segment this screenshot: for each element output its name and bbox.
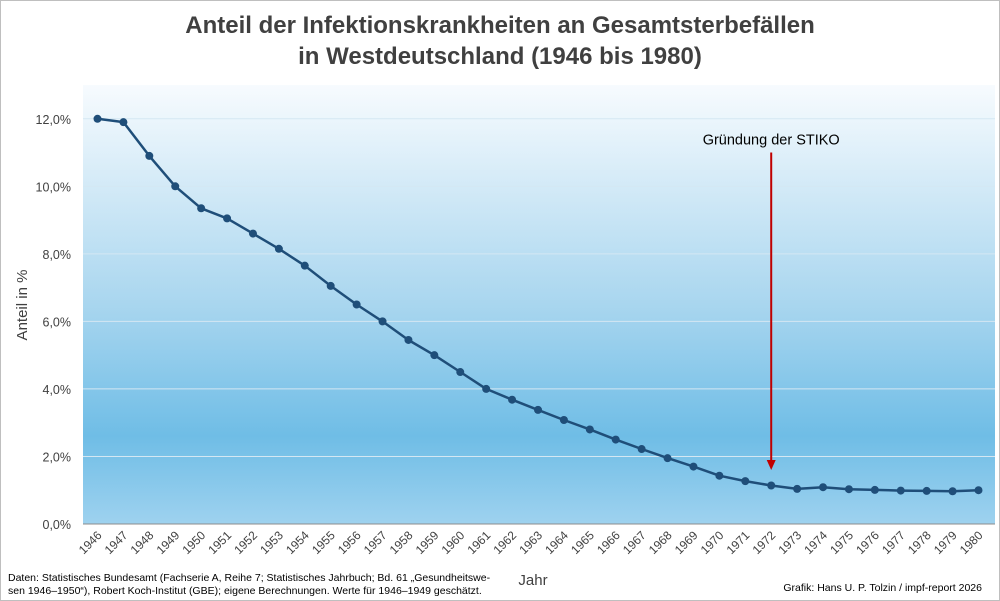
data-point bbox=[378, 317, 387, 326]
x-tick-label: 1979 bbox=[931, 528, 960, 557]
x-tick-label: 1968 bbox=[646, 528, 675, 557]
x-tick-label: 1961 bbox=[465, 528, 494, 557]
data-point bbox=[559, 415, 568, 424]
data-point bbox=[611, 435, 620, 444]
x-tick-label: 1963 bbox=[516, 528, 545, 557]
data-point bbox=[93, 114, 102, 123]
data-point bbox=[482, 384, 491, 393]
data-source-note: Daten: Statistisches Bundesamt (Fachseri… bbox=[8, 572, 490, 598]
x-tick-label: 1948 bbox=[128, 528, 157, 557]
x-tick-label: 1977 bbox=[879, 528, 908, 557]
data-point bbox=[223, 214, 232, 223]
x-tick-label: 1946 bbox=[76, 528, 105, 557]
data-point bbox=[430, 351, 439, 360]
x-tick-label: 1960 bbox=[439, 528, 468, 557]
x-tick-label: 1970 bbox=[698, 528, 727, 557]
data-point bbox=[248, 229, 257, 238]
data-point bbox=[663, 454, 672, 463]
x-tick-label: 1953 bbox=[257, 528, 286, 557]
chart-title-line-2: in Westdeutschland (1946 bis 1980) bbox=[298, 43, 702, 70]
x-tick-label: 1978 bbox=[905, 528, 934, 557]
data-point bbox=[404, 335, 413, 344]
chart-title: Anteil der Infektionskrankheiten an Gesa… bbox=[0, 10, 1000, 72]
y-tick-label: 12,0% bbox=[36, 113, 71, 127]
data-point bbox=[171, 182, 180, 191]
data-point bbox=[793, 484, 802, 493]
data-point bbox=[197, 204, 206, 213]
data-point bbox=[508, 395, 517, 404]
data-point bbox=[274, 244, 283, 253]
x-tick-label: 1954 bbox=[283, 528, 312, 557]
data-point bbox=[922, 486, 931, 495]
y-axis-tick-labels: 0,0% 2,0% 4,0% 6,0% 8,0% 10,0% 12,0% bbox=[36, 113, 71, 532]
x-tick-label: 1967 bbox=[620, 528, 649, 557]
data-point bbox=[534, 405, 542, 414]
x-axis-label: Jahr bbox=[518, 572, 547, 589]
x-tick-label: 1969 bbox=[672, 528, 701, 557]
y-tick-label: 10,0% bbox=[36, 180, 71, 194]
x-tick-label: 1974 bbox=[801, 528, 830, 557]
data-point bbox=[974, 486, 983, 495]
x-tick-label: 1952 bbox=[231, 528, 260, 557]
x-tick-label: 1971 bbox=[724, 528, 753, 557]
x-tick-label: 1958 bbox=[387, 528, 416, 557]
data-point bbox=[715, 471, 724, 480]
stiko-annotation: Gründung der STIKO bbox=[703, 133, 840, 149]
x-tick-label: 1966 bbox=[594, 528, 623, 557]
data-source-line-2: sen 1946–1950“), Robert Koch-Institut (G… bbox=[8, 585, 482, 597]
x-tick-label: 1973 bbox=[775, 528, 804, 557]
x-tick-label: 1957 bbox=[361, 528, 390, 557]
x-tick-label: 1976 bbox=[853, 528, 882, 557]
data-point bbox=[585, 425, 594, 434]
x-tick-label: 1965 bbox=[568, 528, 597, 557]
data-source-line-1: Daten: Statistisches Bundesamt (Fachseri… bbox=[8, 572, 491, 584]
data-points bbox=[93, 114, 983, 496]
data-point bbox=[145, 151, 154, 160]
x-tick-label: 1947 bbox=[102, 528, 131, 557]
y-tick-label: 0,0% bbox=[43, 518, 72, 532]
y-tick-label: 8,0% bbox=[43, 248, 72, 262]
chart-title-line-1: Anteil der Infektionskrankheiten an Gesa… bbox=[185, 12, 815, 39]
x-tick-label: 1950 bbox=[179, 528, 208, 557]
y-tick-label: 6,0% bbox=[43, 315, 72, 329]
x-tick-label: 1980 bbox=[957, 528, 986, 557]
x-tick-label: 1956 bbox=[335, 528, 364, 557]
gridlines bbox=[83, 118, 995, 457]
stiko-arrow-head bbox=[766, 459, 776, 470]
data-point bbox=[352, 300, 361, 309]
x-tick-label: 1949 bbox=[154, 528, 183, 557]
data-point bbox=[637, 445, 646, 454]
data-point bbox=[119, 118, 128, 127]
x-tick-label: 1959 bbox=[413, 528, 442, 557]
data-point bbox=[948, 487, 957, 496]
data-point bbox=[300, 261, 309, 270]
data-point bbox=[767, 481, 776, 490]
x-tick-label: 1955 bbox=[309, 528, 338, 557]
y-axis-label: Anteil in % bbox=[14, 270, 31, 341]
plot-area bbox=[83, 85, 995, 524]
x-tick-label: 1964 bbox=[542, 528, 571, 557]
x-axis-tick-labels: 1946194719481949195019511952195319541955… bbox=[76, 528, 986, 557]
x-tick-label: 1975 bbox=[827, 528, 856, 557]
y-tick-label: 4,0% bbox=[43, 383, 72, 397]
data-point bbox=[326, 281, 335, 290]
data-point bbox=[456, 368, 465, 377]
data-point bbox=[689, 462, 698, 471]
data-point bbox=[844, 485, 853, 494]
data-point bbox=[870, 485, 879, 494]
x-tick-label: 1962 bbox=[490, 528, 519, 557]
data-point bbox=[741, 477, 750, 486]
data-point bbox=[896, 486, 905, 495]
y-tick-label: 2,0% bbox=[43, 450, 72, 464]
x-tick-label: 1951 bbox=[205, 528, 234, 557]
graphic-credit: Grafik: Hans U. P. Tolzin / impf-report … bbox=[783, 582, 982, 594]
data-point bbox=[819, 483, 828, 492]
x-tick-label: 1972 bbox=[750, 528, 779, 557]
